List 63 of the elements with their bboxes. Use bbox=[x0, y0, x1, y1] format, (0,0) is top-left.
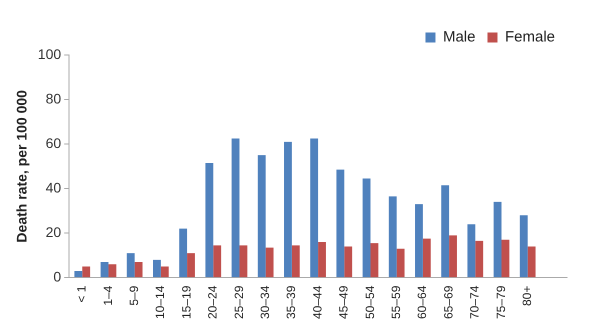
bar bbox=[475, 240, 484, 278]
x-tick-label: 20–24 bbox=[206, 285, 220, 320]
legend-label: Female bbox=[504, 28, 556, 46]
y-tick-label: 20 bbox=[46, 224, 62, 240]
bar bbox=[520, 215, 528, 278]
bar bbox=[187, 253, 195, 278]
x-tick-label: 80+ bbox=[520, 286, 534, 306]
bar bbox=[494, 202, 502, 278]
x-tick-label: 60–64 bbox=[415, 285, 430, 320]
bar bbox=[160, 266, 169, 278]
bar bbox=[179, 228, 188, 278]
bar bbox=[239, 245, 248, 278]
x-tick-label: 30–34 bbox=[258, 285, 272, 320]
bar bbox=[449, 235, 457, 278]
bar bbox=[362, 178, 370, 278]
bar bbox=[153, 260, 161, 278]
bar bbox=[258, 155, 266, 278]
y-axis-title: Death rate, per 100 000 bbox=[13, 90, 30, 243]
y-tick-label: 0 bbox=[53, 268, 62, 284]
bar bbox=[388, 196, 397, 278]
x-tick-label: 65–69 bbox=[441, 285, 456, 320]
legend-label: Male bbox=[442, 28, 476, 46]
x-tick-label: 1–4 bbox=[100, 285, 115, 306]
x-tick-label: 25–29 bbox=[232, 285, 246, 320]
bar bbox=[205, 162, 214, 278]
bar bbox=[292, 245, 300, 278]
bar bbox=[126, 253, 135, 278]
x-tick-label: 55–59 bbox=[389, 285, 403, 320]
bar bbox=[74, 270, 82, 278]
bar bbox=[134, 262, 143, 278]
bar bbox=[415, 204, 423, 278]
bar bbox=[441, 185, 450, 278]
bar bbox=[396, 248, 405, 278]
x-tick-label: 40–44 bbox=[310, 285, 324, 320]
x-tick-label: 45–49 bbox=[336, 285, 351, 320]
bar bbox=[501, 240, 510, 278]
bar bbox=[467, 224, 476, 278]
x-tick-label: 10–14 bbox=[153, 285, 168, 320]
bar bbox=[318, 242, 326, 278]
bar bbox=[108, 264, 116, 278]
bar bbox=[82, 266, 90, 278]
bar bbox=[370, 243, 378, 278]
x-tick-label: 15–19 bbox=[179, 285, 194, 320]
bar bbox=[100, 262, 108, 278]
bar bbox=[266, 248, 274, 278]
bar bbox=[336, 170, 344, 278]
y-tick-label: 60 bbox=[46, 134, 62, 151]
bar bbox=[344, 246, 352, 278]
bar bbox=[422, 238, 431, 278]
y-tick-label: 100 bbox=[38, 46, 62, 62]
bar bbox=[213, 245, 222, 278]
x-tick-label: < 1 bbox=[74, 285, 89, 303]
bar bbox=[232, 138, 240, 278]
y-tick-label: 40 bbox=[46, 179, 62, 196]
bar bbox=[284, 142, 292, 278]
y-tick-label: 80 bbox=[46, 90, 62, 106]
x-tick-label: 70–74 bbox=[468, 285, 482, 320]
bar bbox=[310, 138, 318, 278]
x-tick-label: 35–39 bbox=[284, 285, 298, 320]
x-tick-label: 50–54 bbox=[362, 285, 377, 320]
x-tick-label: 75–79 bbox=[494, 285, 508, 320]
x-tick-label: 5–9 bbox=[126, 285, 141, 306]
bar bbox=[528, 246, 536, 278]
